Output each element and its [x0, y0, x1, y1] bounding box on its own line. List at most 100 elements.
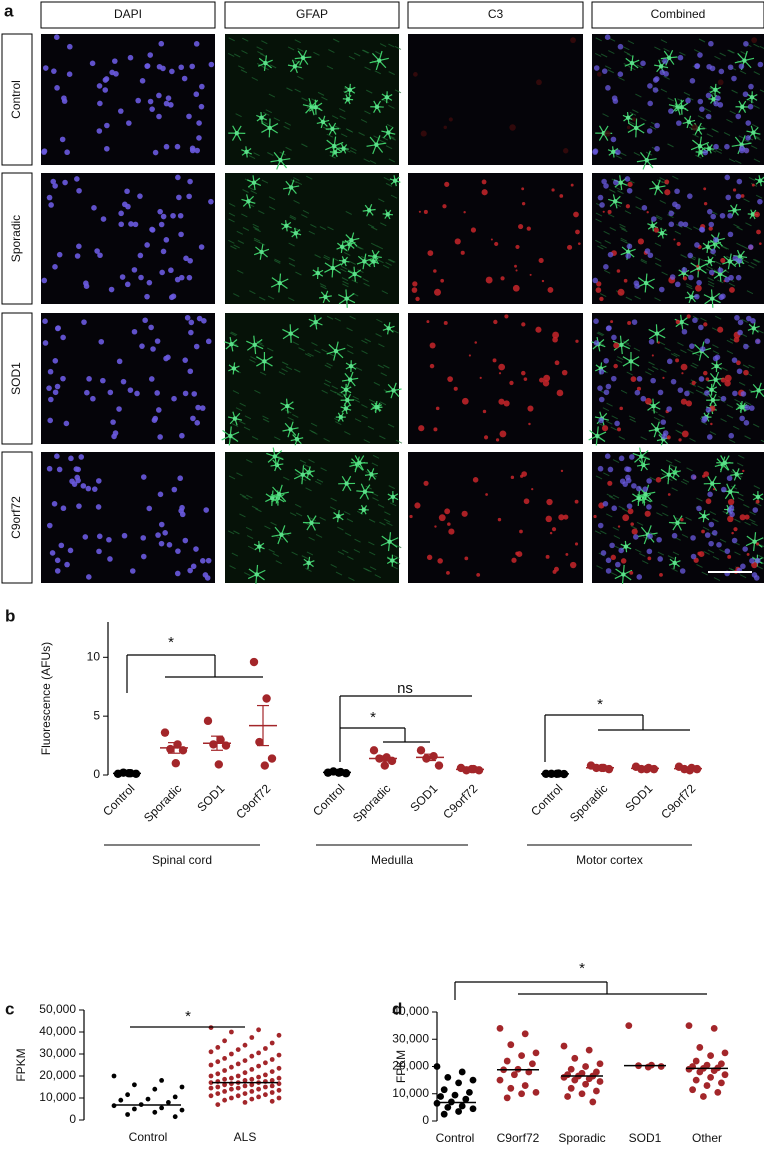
nucleus [708, 222, 714, 228]
data-point [686, 766, 694, 774]
nucleus [187, 368, 193, 374]
nucleus [618, 548, 624, 554]
data-point [180, 1085, 185, 1090]
c3-signal [427, 555, 432, 560]
data-point [568, 1085, 575, 1092]
y-tick-label: 5 [93, 708, 100, 722]
micrograph [589, 313, 764, 445]
astrocyte [386, 212, 390, 216]
nucleus [108, 390, 114, 396]
nucleus [97, 534, 103, 540]
nucleus [194, 344, 200, 350]
nucleus [732, 391, 738, 397]
nucleus [598, 195, 604, 201]
c3-signal [656, 477, 662, 483]
c3-signal [449, 117, 453, 121]
astrocyte [687, 120, 691, 124]
nucleus [185, 315, 191, 321]
nucleus [97, 101, 103, 107]
nucleus [55, 384, 61, 390]
y-axis-title: FPKM [14, 1048, 28, 1081]
nucleus [86, 376, 92, 382]
astrocyte [624, 544, 628, 548]
c3-signal [434, 525, 436, 527]
nucleus [694, 242, 700, 248]
nucleus [699, 376, 705, 382]
data-point [263, 1073, 268, 1078]
nucleus [724, 144, 730, 150]
c3-signal [469, 354, 471, 356]
c3-signal [493, 320, 497, 324]
data-point [417, 746, 425, 754]
data-point [718, 1079, 725, 1086]
astrocyte [293, 64, 297, 68]
nucleus [710, 249, 716, 255]
astrocyte [321, 120, 325, 124]
data-point [497, 1077, 504, 1084]
c3-signal [412, 287, 418, 293]
c3-signal [473, 477, 479, 483]
astrocyte [232, 366, 236, 370]
astrocyte [706, 245, 710, 249]
nucleus [627, 244, 633, 250]
c3-signal [682, 430, 689, 437]
column-header: C3 [488, 7, 504, 21]
panel-label: c [5, 999, 14, 1018]
astrocyte [707, 146, 711, 150]
c3-signal [631, 376, 637, 382]
nucleus [118, 211, 124, 217]
c3-signal [527, 406, 533, 412]
micrograph-bg [225, 313, 399, 444]
x-tick-label: Control [100, 781, 137, 818]
micrograph-bg [408, 173, 583, 304]
data-point [243, 1100, 248, 1105]
astrocyte [655, 185, 659, 189]
astrocyte [307, 561, 311, 565]
c3-signal [528, 423, 530, 425]
nucleus [55, 325, 61, 331]
data-point [243, 1070, 248, 1075]
nucleus [702, 416, 708, 422]
data-point [243, 1084, 248, 1089]
nucleus [155, 532, 161, 538]
data-point [462, 1096, 469, 1103]
nucleus [690, 535, 696, 541]
nucleus [178, 64, 184, 70]
nucleus [52, 501, 58, 507]
nucleus [42, 318, 48, 324]
nucleus [167, 542, 173, 548]
c3-signal [602, 425, 608, 431]
data-point [261, 761, 269, 769]
c3-signal [717, 327, 723, 333]
micrograph [408, 313, 583, 444]
c3-signal [447, 522, 451, 526]
nucleus [102, 87, 108, 93]
data-point [222, 1077, 227, 1082]
astrocyte [659, 64, 663, 68]
nucleus [642, 486, 648, 492]
nucleus [606, 384, 612, 390]
nucleus [75, 253, 81, 259]
nucleus [598, 523, 604, 529]
c3-signal [484, 435, 488, 439]
nucleus [737, 330, 743, 336]
astrocyte [369, 472, 373, 476]
nucleus [707, 434, 713, 440]
nucleus [46, 385, 52, 391]
nucleus [209, 62, 215, 68]
nucleus [662, 58, 668, 64]
nucleus [706, 93, 712, 99]
x-tick-label: C9orf72 [658, 781, 698, 821]
astrocyte [756, 495, 760, 499]
y-tick-label: 10,000 [392, 1086, 429, 1100]
nucleus [732, 538, 738, 544]
nucleus [194, 41, 200, 47]
nucleus [52, 183, 58, 189]
nucleus [170, 213, 176, 219]
data-point [249, 1089, 254, 1094]
data-point [434, 1063, 441, 1070]
astrocyte [756, 388, 760, 392]
nucleus [709, 270, 715, 276]
nucleus [54, 85, 60, 91]
data-point [132, 1082, 137, 1087]
